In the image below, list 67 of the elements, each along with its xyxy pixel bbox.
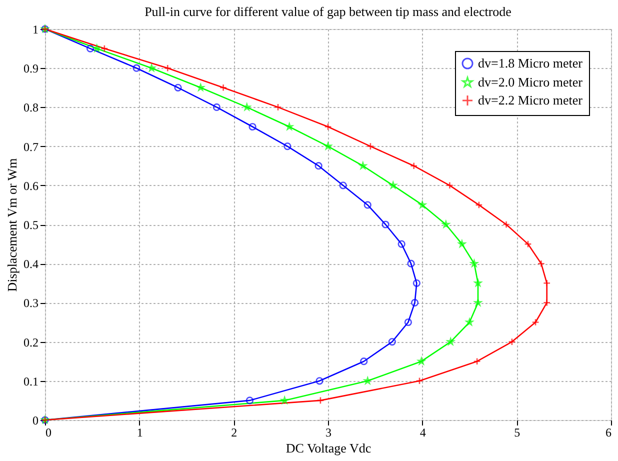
point xyxy=(243,103,251,110)
y-tick-label: 0.9 xyxy=(24,62,38,76)
point xyxy=(446,182,454,190)
legend-label: dv=2.2 Micro meter xyxy=(478,92,584,108)
point xyxy=(388,338,396,346)
point xyxy=(407,260,415,268)
point xyxy=(446,338,454,346)
point xyxy=(474,298,482,306)
point xyxy=(364,201,372,209)
y-axis-title: Displacement Vm or Wm xyxy=(4,158,20,292)
y-tick-label: 1 xyxy=(32,22,38,36)
point xyxy=(416,377,424,385)
point xyxy=(398,240,406,248)
y-tick-label: 0.5 xyxy=(24,218,38,232)
y-tick-label: 0.6 xyxy=(24,178,38,193)
y-tick-label: 0 xyxy=(32,414,38,428)
y-tick-label: 0.4 xyxy=(24,257,38,272)
point xyxy=(219,84,228,92)
x-tick-label: 4 xyxy=(420,426,426,440)
point xyxy=(473,358,481,366)
y-tick-label: 0.2 xyxy=(24,335,38,350)
point xyxy=(339,182,347,190)
point xyxy=(274,103,282,112)
legend-label: dv=2.0 Micro meter xyxy=(478,74,584,90)
point xyxy=(100,44,108,52)
point xyxy=(475,201,483,209)
point xyxy=(474,279,482,286)
point xyxy=(366,142,374,150)
x-tick-label: 1 xyxy=(136,426,143,440)
point xyxy=(502,220,510,228)
y-tick-label: 0.7 xyxy=(24,140,38,154)
y-tick-label: 0.1 xyxy=(24,374,38,388)
point xyxy=(360,358,368,366)
point xyxy=(174,84,182,92)
x-tick-label: 5 xyxy=(514,426,520,440)
point xyxy=(316,396,324,404)
point xyxy=(404,318,412,326)
x-tick-label: 3 xyxy=(326,426,332,440)
point xyxy=(412,279,420,287)
x-tick-label: 2 xyxy=(231,426,238,440)
x-tick-label: 0 xyxy=(46,426,52,440)
point xyxy=(284,142,292,150)
y-tick-label: 0.3 xyxy=(24,296,38,310)
point xyxy=(132,64,140,72)
x-axis-title: DC Voltage Vdc xyxy=(286,440,372,456)
y-tick-label: 0.8 xyxy=(24,100,38,115)
point xyxy=(86,44,94,52)
point xyxy=(316,377,324,385)
point xyxy=(382,220,390,228)
point xyxy=(314,162,322,170)
point xyxy=(248,122,256,131)
point xyxy=(324,142,332,150)
point xyxy=(466,318,474,326)
point xyxy=(508,338,516,346)
point xyxy=(410,162,418,170)
point xyxy=(196,84,204,91)
point xyxy=(410,298,419,307)
x-tick-label: 6 xyxy=(606,426,612,440)
chart-title: Pull-in curve for different value of gap between tip mass and electrode xyxy=(144,4,512,19)
point xyxy=(246,396,254,404)
legend-label: dv=1.8 Micro meter xyxy=(478,56,584,70)
point xyxy=(164,64,172,72)
point xyxy=(324,122,332,131)
point xyxy=(537,260,546,268)
point xyxy=(524,240,532,248)
point xyxy=(212,103,220,112)
point xyxy=(532,318,540,326)
